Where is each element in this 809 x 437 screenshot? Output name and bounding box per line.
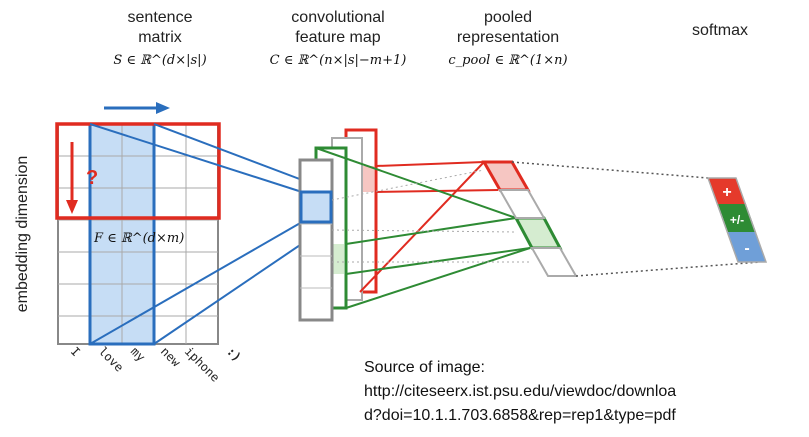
word-label: I (68, 344, 83, 359)
softmax-output-box (706, 177, 768, 263)
header-line: softmax (691, 22, 748, 39)
header-pooled-representation: pooled representation c_pool ∈ ℝ^(1×n) (428, 8, 588, 71)
header-softmax: softmax (670, 21, 770, 41)
source-line-3: d?doi=10.1.1.703.6858&rep=rep1&type=pdf (364, 407, 676, 424)
softmax-label-positive: + (722, 184, 731, 201)
softmax-label-neutral: +/- (730, 213, 744, 227)
dotted-links (331, 169, 530, 263)
header-feature-map: convolutional feature map C ∈ ℝ^(n×|s|−m… (258, 8, 418, 71)
header-line: feature map (295, 29, 381, 46)
word-label: new (158, 344, 184, 370)
header-line: matrix (138, 29, 182, 46)
slide-arrow-head (156, 102, 170, 114)
header-line: sentence (127, 9, 193, 26)
word-label: love (96, 344, 126, 374)
down-arrow-head (66, 200, 78, 214)
word-label: my (128, 344, 148, 364)
word-label: iphone (182, 344, 223, 385)
softmax-links (511, 161, 761, 277)
source-line-1: Source of image: (364, 359, 485, 376)
word-label: :) (224, 344, 244, 364)
word-labels: I love my new iphone :) (68, 344, 244, 385)
embedding-window-highlight (55, 122, 221, 220)
pooling-connectors (315, 147, 531, 309)
header-sentence-matrix: sentence matrix S ∈ ℝ^(d×|s|) (90, 8, 230, 71)
header-line: convolutional (291, 9, 385, 26)
source-line-2: http://citeseerx.ist.psu.edu/viewdoc/dow… (364, 383, 677, 400)
header-math: C ∈ ℝ^(n×|s|−m+1) (269, 53, 407, 68)
softmax-label-negative: - (744, 240, 749, 257)
source-note: Source of image: http://citeseerx.ist.ps… (364, 356, 676, 428)
filter-label: F ∈ ℝ^(d×m) (93, 231, 184, 246)
header-line: pooled (483, 9, 533, 26)
question-mark: ? (86, 167, 98, 189)
feature-map-front (298, 158, 334, 322)
header-line: representation (456, 29, 560, 46)
header-math: S ∈ ℝ^(d×|s|) (113, 53, 207, 68)
softmax-labels: + +/- - (722, 184, 749, 257)
pooled-vector (481, 160, 578, 277)
header-math: c_pool ∈ ℝ^(1×n) (448, 53, 568, 68)
